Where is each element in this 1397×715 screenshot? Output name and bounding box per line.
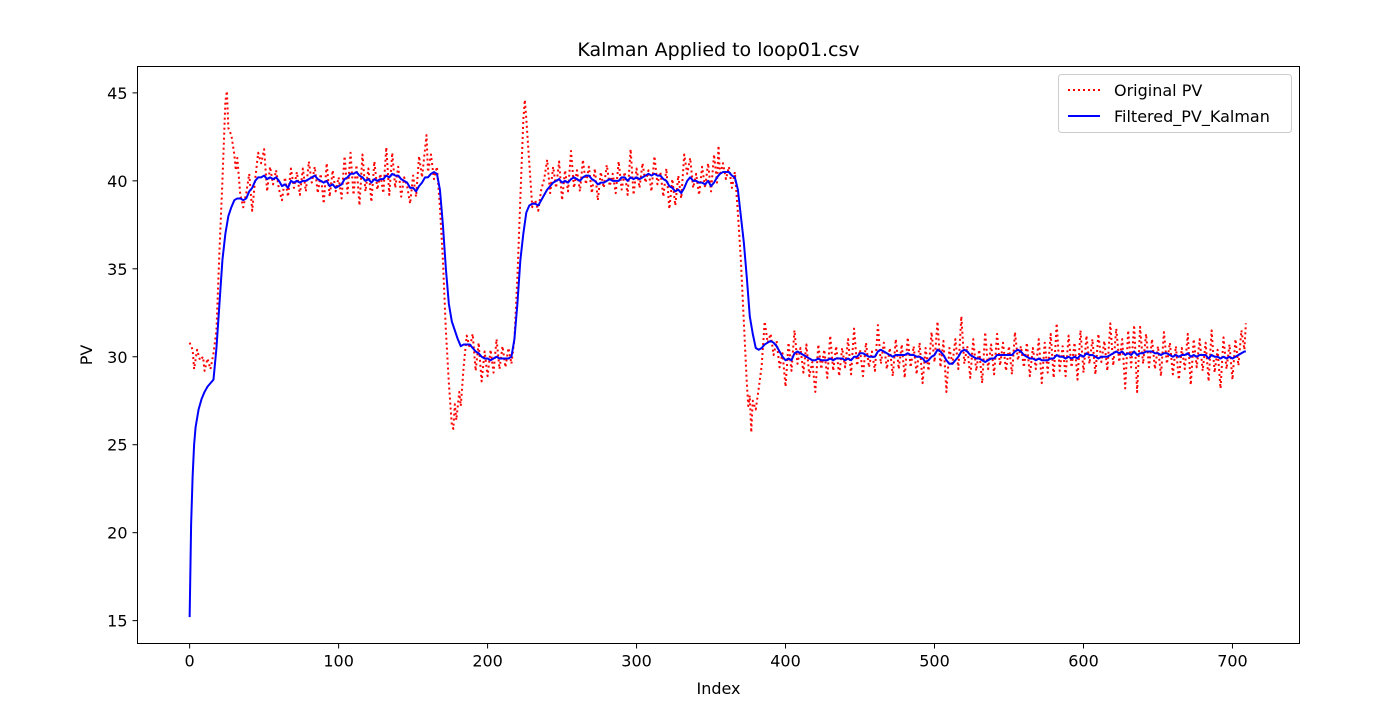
y-tick-label: 40 <box>107 172 127 191</box>
plot-frame <box>137 66 1300 644</box>
plot-area <box>137 66 1300 644</box>
x-tick-label: 100 <box>323 652 354 671</box>
series-line-original-pv <box>188 90 1247 434</box>
x-tick-label: 0 <box>185 652 195 671</box>
x-tick-label: 700 <box>1217 652 1248 671</box>
x-tick-label: 200 <box>472 652 503 671</box>
legend-label-original-pv: Original PV <box>1114 81 1202 100</box>
y-tick-label: 30 <box>107 348 127 367</box>
y-tick-label: 15 <box>107 612 127 631</box>
y-axis: 15 20 25 30 35 40 45 <box>107 84 138 631</box>
x-tick-label: 500 <box>919 652 950 671</box>
y-tick-label: 45 <box>107 84 127 103</box>
y-axis-label: PV <box>77 345 96 366</box>
chart-title: Kalman Applied to loop01.csv <box>577 39 859 61</box>
legend: Original PV Filtered_PV_Kalman <box>1058 74 1292 133</box>
y-tick-label: 35 <box>107 260 127 279</box>
y-tick-label: 20 <box>107 524 127 543</box>
series-layer <box>188 90 1247 618</box>
x-tick-label: 400 <box>770 652 801 671</box>
x-tick-label: 300 <box>621 652 652 671</box>
series-line-filtered-pv-kalman <box>188 171 1246 618</box>
x-tick-label: 600 <box>1068 652 1099 671</box>
legend-box <box>1058 74 1292 133</box>
y-tick-label: 25 <box>107 436 127 455</box>
x-axis: 0 100 200 300 400 500 600 700 <box>185 643 1248 671</box>
legend-label-filtered-pv-kalman: Filtered_PV_Kalman <box>1114 107 1270 127</box>
x-axis-label: Index <box>696 679 740 698</box>
